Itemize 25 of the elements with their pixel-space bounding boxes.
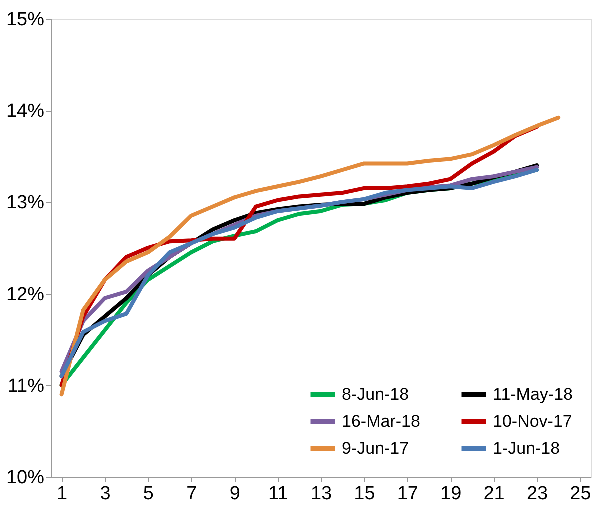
x-tick-label: 25 xyxy=(570,484,592,504)
x-tick-label: 11 xyxy=(268,484,288,504)
x-tick-label: 15 xyxy=(354,484,376,504)
x-tick-label: 9 xyxy=(230,484,240,504)
legend-label: 1-Jun-18 xyxy=(493,439,560,458)
legend-label: 11-May-18 xyxy=(493,385,573,404)
x-tick-label: 19 xyxy=(440,484,462,504)
x-tick-label: 17 xyxy=(397,484,418,504)
y-tick-label: 15% xyxy=(6,10,45,30)
x-tick-label: 13 xyxy=(310,484,332,504)
x-tick-label: 3 xyxy=(100,484,111,504)
legend-label: 10-Nov-17 xyxy=(493,412,572,431)
legend-label: 9-Jun-17 xyxy=(342,439,410,458)
y-tick-label: 12% xyxy=(6,284,45,306)
y-tick-label: 10% xyxy=(6,468,45,488)
x-tick-label: 1 xyxy=(57,484,68,504)
y-tick-label: 11% xyxy=(8,376,45,397)
legend-label: 16-Mar-18 xyxy=(342,412,420,431)
legend-label: 8-Jun-18 xyxy=(342,385,410,404)
x-tick-label: 7 xyxy=(186,484,198,504)
x-tick-label: 23 xyxy=(526,484,548,504)
x-tick-label: 21 xyxy=(484,484,505,504)
y-tick-label: 14% xyxy=(6,101,45,122)
y-tick-label: 13% xyxy=(6,192,45,214)
x-tick-label: 5 xyxy=(143,484,154,504)
